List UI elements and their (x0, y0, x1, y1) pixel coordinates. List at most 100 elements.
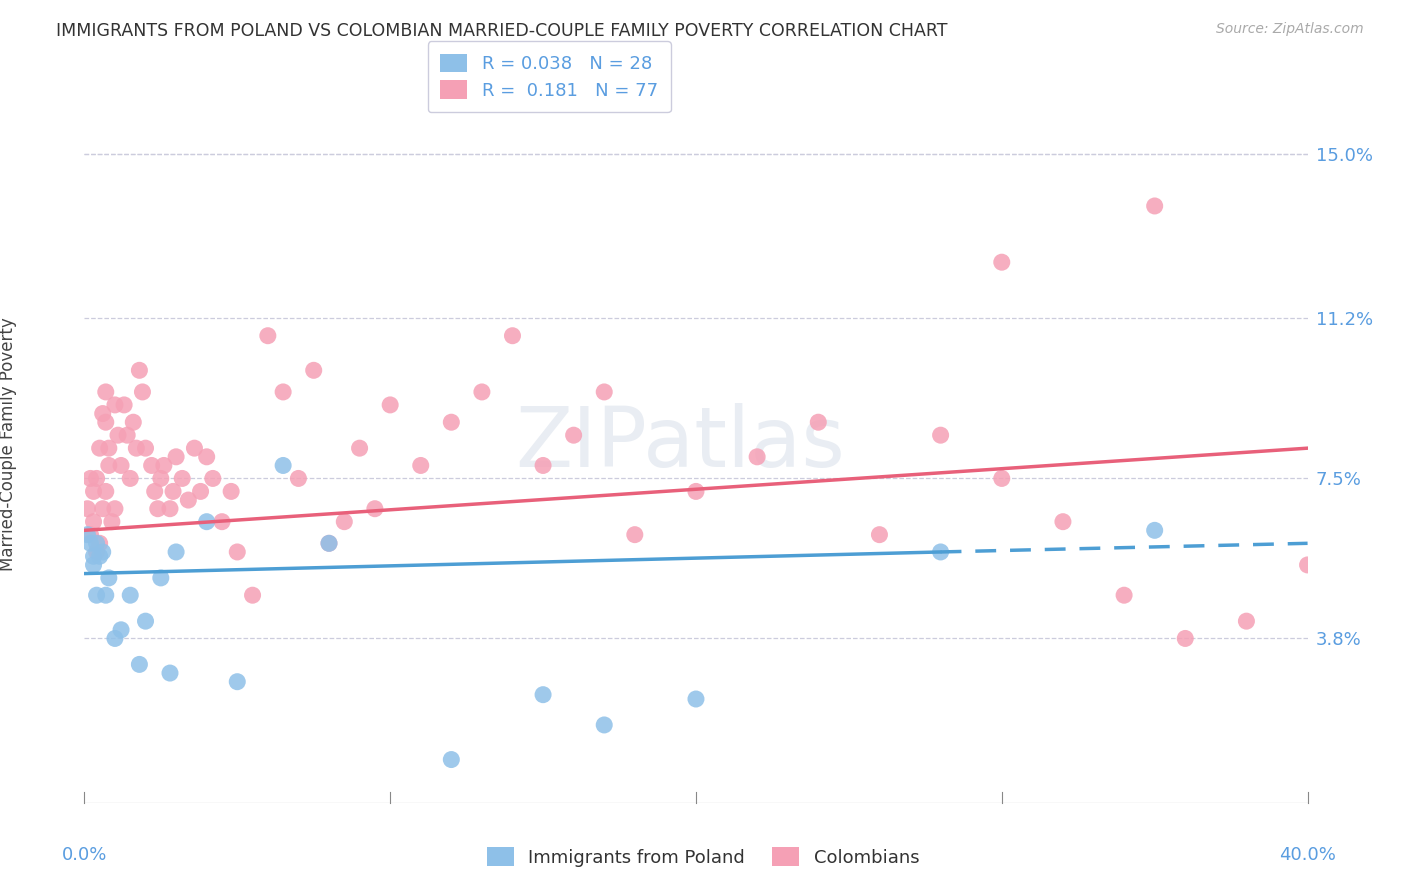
Point (159, 501, 181, 516)
Point (86, 471, 108, 485)
Point (76, 501, 98, 516)
Point (76, 527, 98, 541)
Point (128, 363, 150, 377)
Point (271, 458, 294, 473)
Point (869, 527, 891, 541)
Point (97, 441, 120, 455)
Point (364, 501, 387, 516)
Point (83, 515, 105, 529)
Point (86, 588, 108, 602)
Text: 40.0%: 40.0% (1279, 846, 1336, 864)
Point (165, 450, 187, 464)
Point (226, 545, 249, 559)
Point (104, 632, 127, 646)
Point (440, 415, 463, 429)
Point (162, 484, 184, 499)
Point (104, 501, 127, 516)
Legend: Immigrants from Poland, Colombians: Immigrants from Poland, Colombians (479, 840, 927, 874)
Legend: R = 0.038   N = 28, R =  0.181   N = 77: R = 0.038 N = 28, R = 0.181 N = 77 (427, 41, 671, 112)
Point (104, 398, 127, 412)
Point (79, 536, 101, 550)
Point (531, 458, 554, 473)
Point (747, 450, 769, 464)
Point (97, 458, 120, 473)
Point (257, 328, 280, 343)
Point (287, 471, 309, 485)
Point (94, 384, 117, 399)
Text: ZIPatlas: ZIPatlas (516, 403, 845, 484)
Point (97, 571, 120, 585)
Point (141, 458, 163, 473)
Point (143, 484, 166, 499)
Point (125, 441, 148, 455)
Point (79, 471, 101, 485)
Point (86, 545, 108, 559)
Point (120, 588, 142, 602)
Point (1296, 558, 1319, 572)
Point (89, 549, 111, 564)
Point (685, 484, 707, 499)
Point (1143, 524, 1166, 538)
Point (593, 718, 616, 732)
Point (110, 458, 132, 473)
Point (807, 415, 830, 429)
Point (1052, 515, 1074, 529)
Point (991, 255, 1014, 269)
Point (685, 692, 707, 706)
Point (135, 614, 157, 628)
Point (83, 549, 105, 564)
Point (86, 536, 108, 550)
Point (471, 384, 494, 399)
Text: IMMIGRANTS FROM POLAND VS COLOMBIAN MARRIED-COUPLE FAMILY POVERTY CORRELATION CH: IMMIGRANTS FROM POLAND VS COLOMBIAN MARR… (56, 22, 948, 40)
Point (107, 428, 129, 442)
Point (211, 515, 233, 529)
Point (929, 428, 952, 442)
Point (302, 363, 325, 377)
Point (318, 536, 340, 550)
Point (128, 657, 150, 672)
Point (318, 536, 340, 550)
Point (122, 415, 145, 429)
Point (135, 441, 157, 455)
Point (159, 666, 181, 681)
Point (79, 527, 101, 541)
Point (195, 450, 218, 464)
Point (89, 441, 111, 455)
Point (219, 484, 242, 499)
Point (94, 484, 117, 499)
Point (440, 753, 463, 767)
Point (226, 674, 249, 689)
Point (177, 493, 200, 508)
Point (91, 501, 114, 516)
Point (409, 458, 432, 473)
Point (165, 545, 187, 559)
Point (83, 558, 105, 572)
Point (380, 398, 402, 412)
Point (1236, 614, 1258, 628)
Text: Married-Couple Family Poverty: Married-Couple Family Poverty (0, 317, 17, 571)
Point (83, 484, 105, 499)
Point (624, 527, 647, 541)
Point (1114, 588, 1136, 602)
Point (593, 384, 616, 399)
Point (120, 471, 142, 485)
Point (146, 501, 169, 516)
Point (502, 328, 524, 343)
Point (242, 588, 264, 602)
Point (172, 471, 194, 485)
Point (929, 545, 952, 559)
Point (183, 441, 205, 455)
Point (149, 571, 172, 585)
Point (991, 471, 1014, 485)
Point (153, 458, 176, 473)
Point (101, 515, 124, 529)
Point (333, 515, 356, 529)
Point (190, 484, 212, 499)
Point (94, 415, 117, 429)
Text: 0.0%: 0.0% (62, 846, 107, 864)
Point (349, 441, 371, 455)
Point (131, 384, 153, 399)
Point (149, 471, 172, 485)
Point (531, 688, 554, 702)
Point (91, 407, 114, 421)
